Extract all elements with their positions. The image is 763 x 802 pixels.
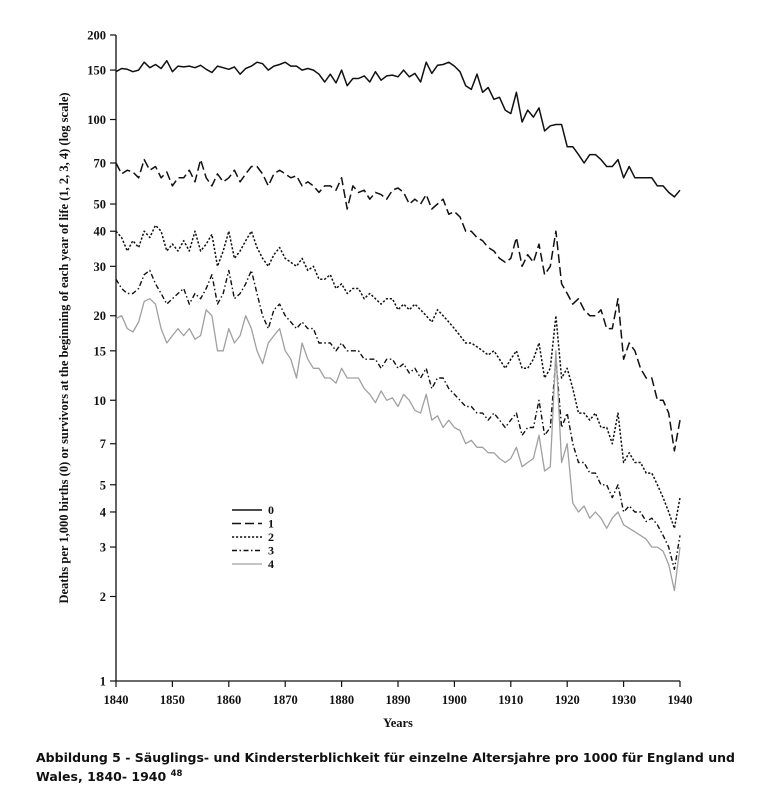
x-tick-label: 1840: [104, 693, 129, 707]
y-tick-label: 200: [87, 29, 106, 43]
x-tick-label: 1920: [555, 693, 580, 707]
legend-label-1: 1: [268, 517, 274, 531]
legend-label-3: 3: [268, 544, 274, 558]
series-line-2: [115, 224, 681, 530]
y-tick-label: 7: [100, 437, 106, 451]
y-tick-label: 1: [100, 675, 106, 689]
x-tick-label: 1860: [216, 693, 241, 707]
y-tick-label: 2: [100, 590, 106, 604]
y-axis: 1 2 3 4 5 7 10 15 20 30 40 50 70 100 150 200: [87, 29, 117, 689]
x-tick-label: 1880: [329, 693, 354, 707]
y-tick-label: 40: [94, 225, 107, 239]
y-tick-label: 4: [100, 505, 107, 519]
legend-label-0: 0: [268, 503, 274, 517]
y-tick-label: 20: [94, 309, 107, 323]
x-tick-label: 1870: [273, 693, 298, 707]
legend-label-2: 2: [268, 530, 274, 544]
x-axis-title: Years: [383, 716, 413, 730]
legend-label-4: 4: [268, 557, 274, 571]
x-tick-label: 1850: [160, 693, 185, 707]
x-tick-label: 1940: [668, 693, 693, 707]
series-line-0: [115, 59, 681, 198]
y-axis-title: Deaths per 1,000 births (0) or survivors…: [57, 92, 71, 603]
y-tick-label: 50: [94, 198, 107, 212]
figure-caption: Abbildung 5 - Säuglings- und Kindersterb…: [36, 749, 736, 785]
caption-text: Abbildung 5 - Säuglings- und Kindersterb…: [36, 750, 735, 784]
x-tick-label: 1910: [498, 693, 523, 707]
series-layer: [115, 59, 681, 592]
y-tick-label: 70: [94, 157, 107, 171]
y-tick-label: 15: [94, 344, 107, 358]
series-line-1: [115, 158, 681, 452]
series-line-3: [115, 269, 681, 570]
x-tick-label: 1890: [386, 693, 411, 707]
y-tick-label: 5: [100, 478, 106, 492]
caption-footnote: 48: [170, 769, 183, 779]
x-axis: 1840 1850 1860 1870 1880 1890 1900 1910 1920 1930…: [104, 680, 693, 707]
y-tick-label: 30: [94, 260, 107, 274]
y-tick-label: 3: [100, 541, 106, 555]
y-tick-label: 100: [87, 113, 106, 127]
x-tick-label: 1900: [442, 693, 467, 707]
series-line-4: [115, 298, 681, 592]
y-tick-label: 150: [87, 64, 106, 78]
y-tick-label: 10: [94, 394, 107, 408]
x-tick-label: 1930: [611, 693, 636, 707]
